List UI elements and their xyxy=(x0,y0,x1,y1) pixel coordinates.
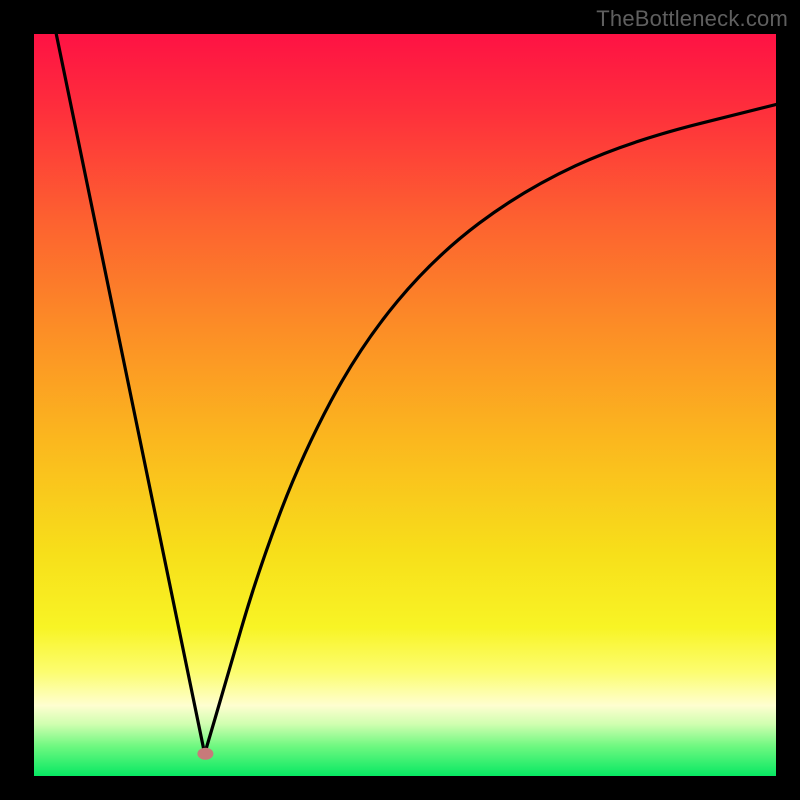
bottleneck-curve xyxy=(34,34,776,776)
chart-canvas: TheBottleneck.com xyxy=(0,0,800,800)
watermark-text: TheBottleneck.com xyxy=(596,6,788,32)
plot-area xyxy=(34,34,776,776)
dip-marker xyxy=(197,748,213,760)
curve-path xyxy=(56,34,776,754)
